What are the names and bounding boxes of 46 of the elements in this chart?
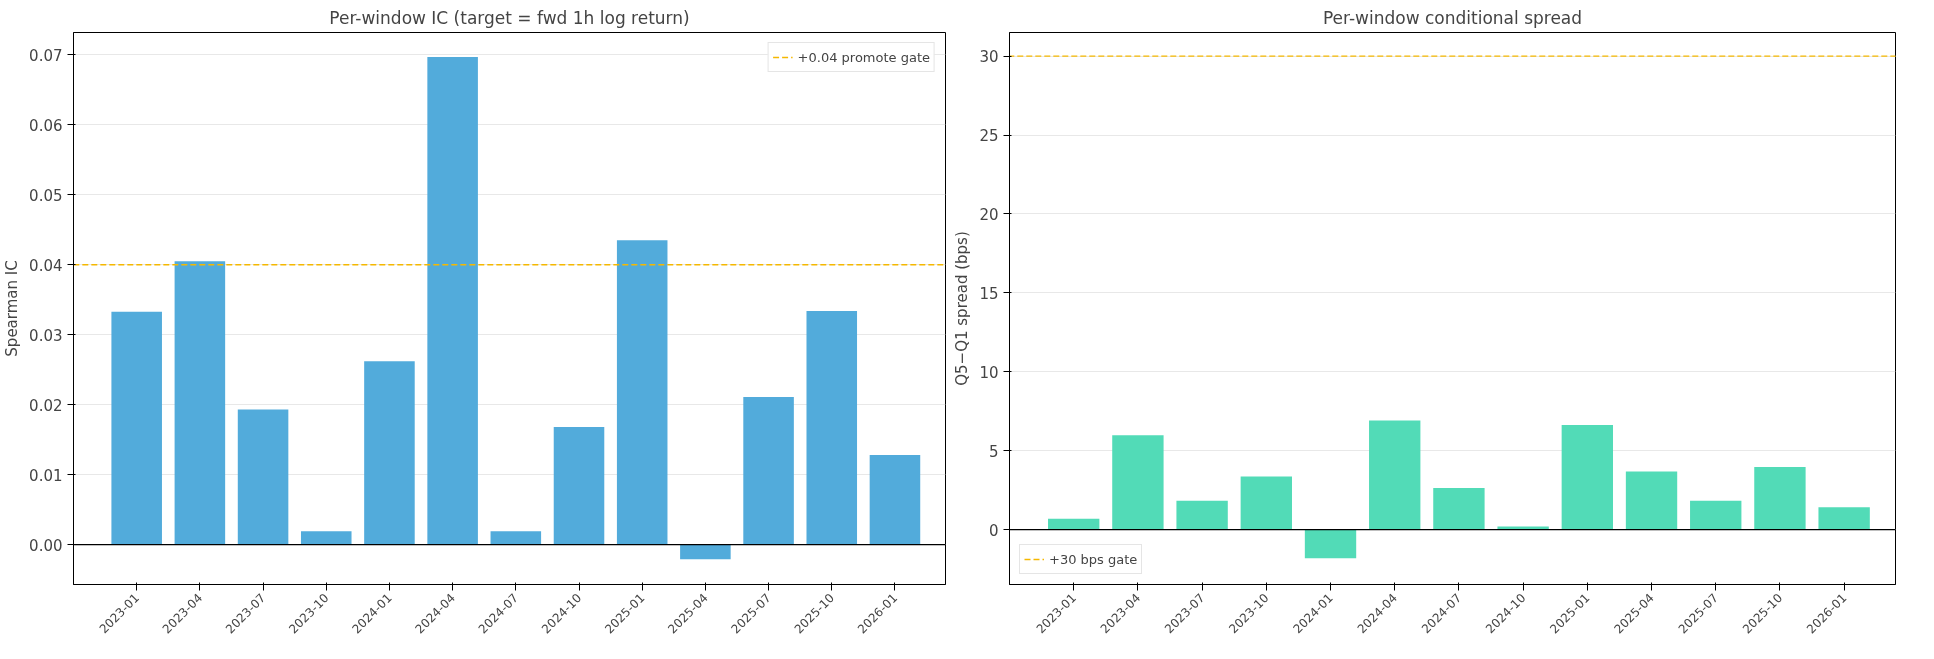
- y-tick-label: 0.00: [29, 536, 63, 555]
- y-tick-label: 0.07: [29, 46, 63, 65]
- bar: [553, 427, 605, 545]
- y-tick-label: 0.03: [29, 326, 63, 345]
- chart-title: Per-window conditional spread: [1322, 7, 1583, 28]
- bar: [1690, 500, 1742, 530]
- bar: [427, 56, 478, 545]
- bar: [1304, 529, 1357, 559]
- bar: [1240, 476, 1292, 530]
- y-tick-label: 15: [979, 284, 999, 303]
- bar: [237, 409, 289, 545]
- bar: [300, 531, 352, 545]
- legend-label: +30 bps gate: [1049, 551, 1138, 567]
- y-tick-label: 0.02: [29, 396, 63, 415]
- y-axis-title: Q5−Q1 spread (bps): [953, 231, 972, 386]
- y-tick-label: 25: [979, 127, 999, 146]
- bar: [490, 531, 542, 545]
- bar: [680, 544, 731, 560]
- y-tick-label: 0.01: [29, 466, 63, 485]
- legend-label: +0.04 promote gate: [797, 49, 930, 65]
- bar: [364, 361, 415, 545]
- bar: [806, 310, 858, 545]
- bar: [111, 311, 162, 545]
- y-tick-label: 0: [988, 521, 999, 540]
- bar: [1433, 488, 1485, 530]
- bar: [174, 261, 226, 545]
- bar: [1112, 435, 1164, 530]
- y-tick-label: 5: [988, 442, 999, 461]
- bar: [1369, 420, 1421, 530]
- bar: [616, 240, 668, 545]
- chart-title: Per-window IC (target = fwd 1h log return): [329, 7, 690, 28]
- bar: [743, 397, 794, 545]
- y-axis-title: Spearman IC: [3, 260, 22, 357]
- y-tick-label: 0.04: [29, 256, 63, 275]
- bar: [1754, 467, 1806, 530]
- y-tick-label: 30: [979, 48, 999, 67]
- y-tick-label: 10: [979, 363, 999, 382]
- y-tick-label: 0.06: [29, 116, 63, 135]
- bar: [1176, 500, 1228, 530]
- bar: [869, 455, 921, 545]
- y-tick-label: 0.05: [29, 186, 63, 205]
- bar: [1625, 471, 1678, 530]
- bar: [1818, 507, 1870, 530]
- y-tick-label: 20: [979, 205, 999, 224]
- bar: [1561, 424, 1614, 530]
- bar: [1048, 518, 1100, 530]
